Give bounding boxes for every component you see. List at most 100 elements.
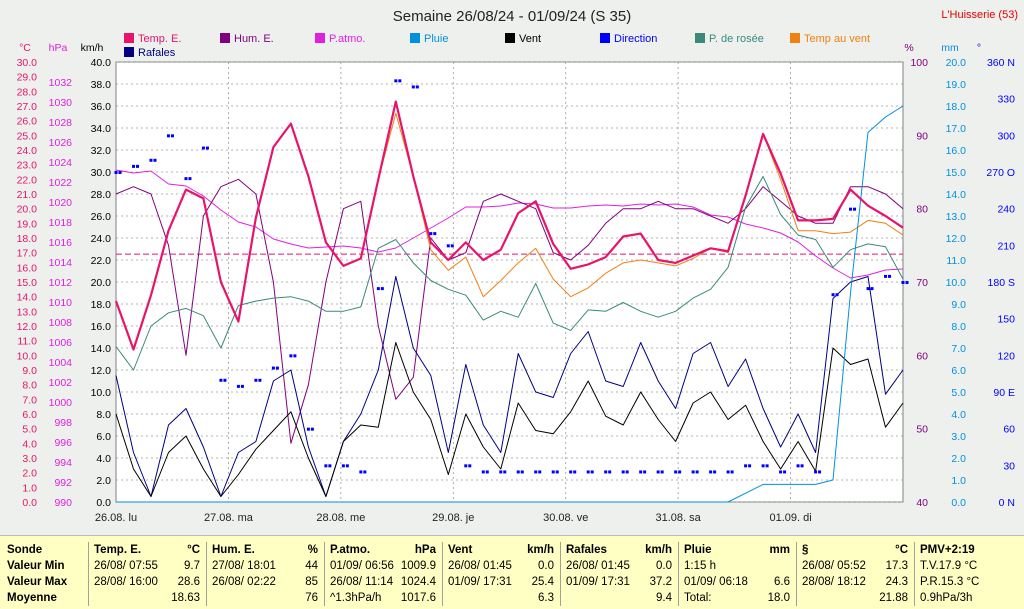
direction-point xyxy=(713,470,717,474)
temp-axis-tick: 15.0 xyxy=(17,277,38,289)
temp-axis-tick: 5.0 xyxy=(22,424,37,436)
rain-axis-tick: 5.0 xyxy=(951,387,966,399)
direction-axis-tick: 60 xyxy=(1003,424,1015,436)
stats-col-rafales: Rafales km/h 26/08/ 01:45 0.0 01/09/ 17:31… xyxy=(560,542,678,606)
pmv-line1: T.V.17.9 °C xyxy=(920,560,978,572)
direction-point xyxy=(853,207,857,211)
wind-axis-tick: 40.0 xyxy=(91,57,112,69)
direction-axis-tick: 330 xyxy=(997,94,1015,106)
direction-point xyxy=(639,470,643,474)
direction-axis-tick: 270 O xyxy=(986,167,1015,179)
direction-unit: ° xyxy=(977,42,981,54)
pluie-unit: mm xyxy=(769,544,790,556)
pressure-axis-tick: 990 xyxy=(54,497,72,509)
direction-point xyxy=(831,293,835,297)
direction-point xyxy=(660,470,664,474)
wind-axis-tick: 24.0 xyxy=(91,233,112,245)
direction-point xyxy=(870,287,874,291)
series-line-p-de-ros-e xyxy=(115,175,904,371)
temp-max-value: 28.6 xyxy=(177,576,200,588)
direction-point xyxy=(394,79,398,83)
x-tick-label: 01.09. di xyxy=(769,512,811,524)
station-name: L'Huisserie (53) xyxy=(941,9,1018,21)
direction-point xyxy=(275,366,279,370)
direction-point xyxy=(223,378,227,382)
raf-avg-value: 9.4 xyxy=(656,592,672,604)
direction-point xyxy=(695,470,699,474)
temp-axis-tick: 22.0 xyxy=(17,174,38,186)
temp-axis-tick: 29.0 xyxy=(17,72,38,84)
direction-point xyxy=(149,158,153,162)
vent-min-value: 0.0 xyxy=(538,560,554,572)
rain-axis-tick: 2.0 xyxy=(951,453,966,465)
temp-axis-tick: 7.0 xyxy=(22,394,37,406)
humidity-axis-tick: 40 xyxy=(916,497,928,509)
wind-axis-tick: 30.0 xyxy=(91,167,112,179)
wind-unit: km/h xyxy=(81,42,104,54)
direction-point xyxy=(446,244,450,248)
patmo-min-value: 1009.9 xyxy=(400,560,436,572)
wind-axis-tick: 0.0 xyxy=(96,497,111,509)
direction-point xyxy=(464,464,468,468)
direction-point xyxy=(814,470,818,474)
rosee-avg-value: 21.88 xyxy=(879,592,908,604)
series-line-rafales xyxy=(115,276,904,497)
direction-point xyxy=(415,85,419,89)
rain-axis-tick: 7.0 xyxy=(951,343,966,355)
direction-point xyxy=(796,464,800,468)
legend-label: Rafales xyxy=(138,47,176,59)
pmv-header: PMV+2:19 xyxy=(920,544,975,556)
direction-axis-tick: 150 xyxy=(997,314,1015,326)
rain-axis-tick: 0.0 xyxy=(951,497,966,509)
direction-point xyxy=(779,470,783,474)
direction-point xyxy=(341,464,345,468)
hum-max-date: 26/08/ 02:22 xyxy=(212,576,276,588)
legend-swatch xyxy=(410,33,420,43)
series-group xyxy=(114,79,909,503)
stats-avg-label: Moyenne xyxy=(7,592,57,604)
direction-point xyxy=(573,470,577,474)
stats-sonde-header: Sonde xyxy=(7,544,43,556)
direction-point xyxy=(205,146,209,150)
legend-swatch xyxy=(124,33,134,43)
x-tick-label: 29.08. je xyxy=(432,512,474,524)
legend-swatch xyxy=(695,33,705,43)
direction-point xyxy=(905,281,909,284)
temp-axis-tick: 14.0 xyxy=(17,292,38,304)
direction-axis-tick: 90 E xyxy=(993,387,1015,399)
pressure-axis-tick: 1024 xyxy=(49,157,73,169)
rain-axis-tick: 9.0 xyxy=(951,299,966,311)
direction-point xyxy=(433,232,437,236)
direction-point xyxy=(376,287,380,291)
rain-axis-tick: 8.0 xyxy=(951,321,966,333)
pressure-axis-tick: 996 xyxy=(54,437,72,449)
wind-axis-tick: 2.0 xyxy=(96,475,111,487)
rain-axis-tick: 10.0 xyxy=(946,277,967,289)
pmv-line3: 0.9hPa/3h xyxy=(920,592,973,604)
pressure-axis-tick: 1026 xyxy=(49,137,73,149)
direction-axis-tick: 300 xyxy=(997,130,1015,142)
pressure-axis-tick: 1008 xyxy=(49,317,73,329)
temp-axis-tick: 6.0 xyxy=(22,409,37,421)
pressure-unit: hPa xyxy=(49,42,68,54)
pressure-axis-tick: 1004 xyxy=(49,357,73,369)
rain-axis-tick: 14.0 xyxy=(946,189,967,201)
direction-point xyxy=(726,470,730,474)
direction-point xyxy=(888,274,892,278)
direction-point xyxy=(188,177,192,181)
humidity-axis-tick: 70 xyxy=(916,277,928,289)
direction-point xyxy=(363,470,367,474)
stats-col-rosee: § °C 26/08/ 05:52 17.3 28/08/ 18:12 24.3 21… xyxy=(796,542,914,606)
direction-point xyxy=(324,464,328,468)
temp-min-value: 9.7 xyxy=(184,560,200,572)
pressure-axis-tick: 1012 xyxy=(49,277,73,289)
direction-point xyxy=(306,427,310,431)
direction-point xyxy=(625,470,629,474)
wind-axis-tick: 4.0 xyxy=(96,453,111,465)
direction-point xyxy=(835,293,839,297)
rain-axis-tick: 11.0 xyxy=(946,255,966,267)
direction-point xyxy=(608,470,612,474)
humidity-axis-tick: 60 xyxy=(916,350,928,362)
direction-point xyxy=(730,470,734,474)
stats-panel: Sonde Valeur Min Valeur Max Moyenne Temp… xyxy=(0,535,1024,609)
